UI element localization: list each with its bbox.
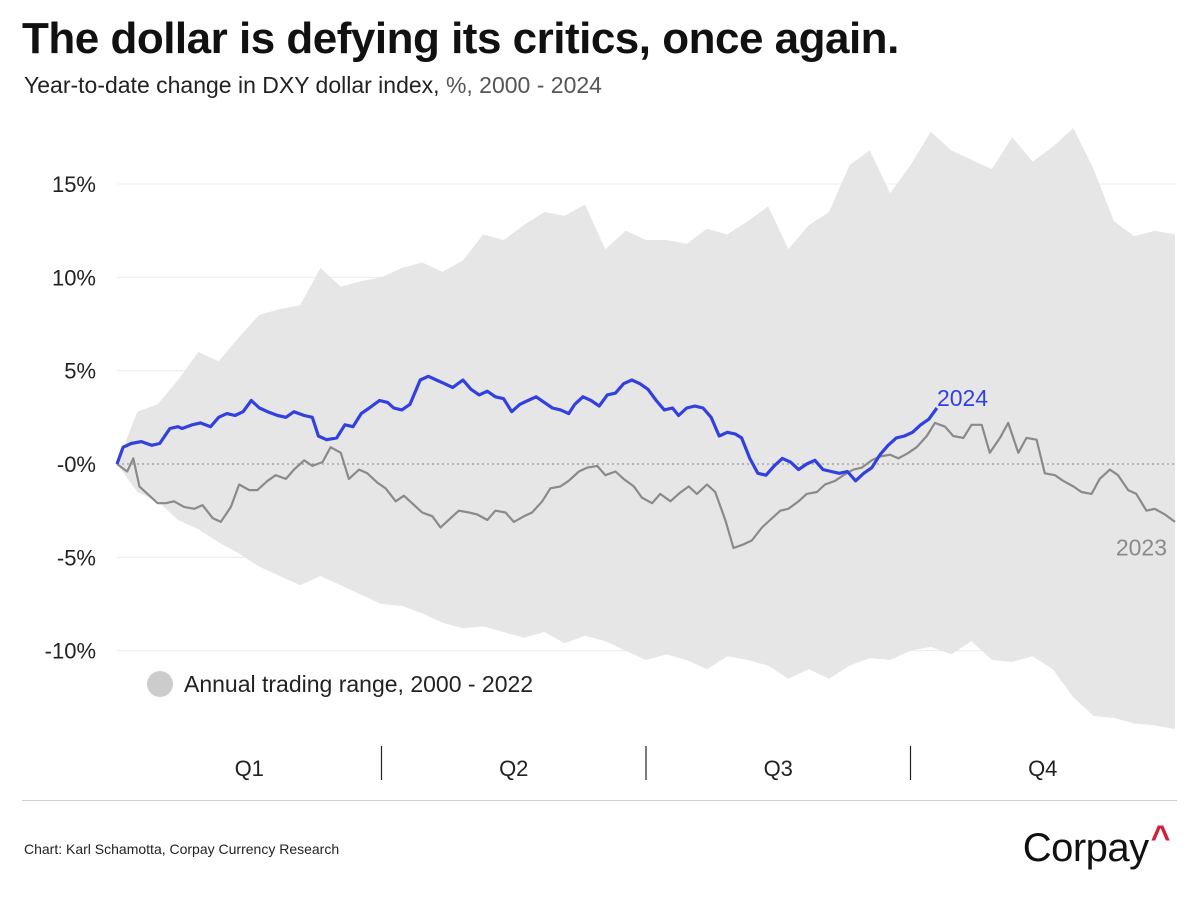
chart-subtitle: Year-to-date change in DXY dollar index,…: [24, 72, 602, 99]
quarter-axis: Q1 Q2 Q3 Q4: [235, 746, 1057, 781]
trading-range-area: [117, 128, 1175, 730]
y-tick-label: -10%: [45, 639, 96, 664]
chart-title: The dollar is defying its critics, once …: [22, 14, 899, 63]
source-credit: Chart: Karl Schamotta, Corpay Currency R…: [24, 841, 340, 857]
legend-label: Annual trading range, 2000 - 2022: [184, 671, 533, 697]
subtitle-unit: %, 2000 - 2024: [445, 72, 602, 98]
y-tick-label: -5%: [57, 545, 96, 570]
y-axis-ticks: 15% 10% 5% -0% -5% -10%: [45, 172, 96, 664]
series-label-2023: 2023: [1116, 534, 1167, 560]
series-label-2024: 2024: [937, 385, 988, 411]
y-tick-label: 5%: [64, 359, 96, 384]
quarter-label-q1: Q1: [235, 756, 264, 781]
y-tick-label: 15%: [52, 172, 96, 197]
quarter-label-q2: Q2: [499, 756, 528, 781]
corpay-logo: Corpay^: [1022, 819, 1171, 871]
legend: Annual trading range, 2000 - 2022: [147, 671, 533, 697]
y-tick-label: -0%: [57, 452, 96, 477]
footer-divider: [22, 800, 1177, 801]
series-line-2024: [115, 374, 939, 483]
y-tick-label: 10%: [52, 265, 96, 290]
dxy-chart: 15% 10% 5% -0% -5% -10% 2024 2023 Annual trad…: [45, 128, 1176, 781]
quarter-label-q4: Q4: [1028, 756, 1057, 781]
legend-swatch: [147, 671, 173, 697]
subtitle-main: Year-to-date change in DXY dollar index,: [24, 72, 446, 98]
brand-caret-icon: ^: [1150, 819, 1171, 857]
brand-name: Corpay: [1022, 826, 1149, 870]
quarter-label-q3: Q3: [764, 756, 793, 781]
series-line-2023: [116, 421, 1176, 550]
